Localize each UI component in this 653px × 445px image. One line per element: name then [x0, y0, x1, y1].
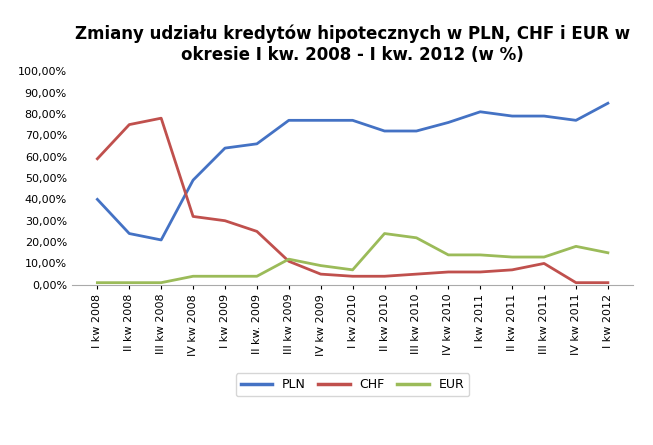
- CHF: [476, 269, 484, 275]
- PLN: [445, 120, 453, 125]
- PLN: [604, 101, 612, 106]
- CHF: [93, 156, 101, 162]
- PLN: [540, 113, 548, 119]
- PLN: [93, 197, 101, 202]
- EUR: [221, 274, 229, 279]
- EUR: [604, 250, 612, 255]
- EUR: [253, 274, 261, 279]
- PLN: [253, 141, 261, 146]
- PLN: [572, 117, 580, 123]
- EUR: [317, 263, 325, 268]
- PLN: [221, 146, 229, 151]
- EUR: [476, 252, 484, 258]
- CHF: [508, 267, 516, 272]
- EUR: [540, 255, 548, 260]
- CHF: [604, 280, 612, 285]
- EUR: [285, 256, 293, 262]
- CHF: [189, 214, 197, 219]
- EUR: [381, 231, 389, 236]
- PLN: [125, 231, 133, 236]
- PLN: [189, 178, 197, 183]
- PLN: [381, 128, 389, 134]
- PLN: [476, 109, 484, 114]
- PLN: [349, 117, 357, 123]
- Title: Zmiany udziału kredytów hipotecznych w PLN, CHF i EUR w
okresie I kw. 2008 - I k: Zmiany udziału kredytów hipotecznych w P…: [75, 25, 630, 64]
- CHF: [381, 274, 389, 279]
- CHF: [253, 229, 261, 234]
- EUR: [413, 235, 421, 240]
- EUR: [349, 267, 357, 272]
- CHF: [285, 259, 293, 264]
- Line: PLN: PLN: [97, 103, 608, 240]
- CHF: [221, 218, 229, 223]
- EUR: [189, 274, 197, 279]
- EUR: [157, 280, 165, 285]
- PLN: [157, 237, 165, 243]
- Line: CHF: CHF: [97, 118, 608, 283]
- EUR: [572, 244, 580, 249]
- PLN: [285, 117, 293, 123]
- EUR: [93, 280, 101, 285]
- Line: EUR: EUR: [97, 234, 608, 283]
- EUR: [125, 280, 133, 285]
- EUR: [508, 255, 516, 260]
- PLN: [317, 117, 325, 123]
- CHF: [125, 122, 133, 127]
- CHF: [317, 271, 325, 277]
- Legend: PLN, CHF, EUR: PLN, CHF, EUR: [236, 373, 470, 396]
- CHF: [349, 274, 357, 279]
- CHF: [572, 280, 580, 285]
- CHF: [540, 261, 548, 266]
- CHF: [413, 271, 421, 277]
- CHF: [157, 116, 165, 121]
- PLN: [508, 113, 516, 119]
- CHF: [445, 269, 453, 275]
- PLN: [413, 128, 421, 134]
- EUR: [445, 252, 453, 258]
